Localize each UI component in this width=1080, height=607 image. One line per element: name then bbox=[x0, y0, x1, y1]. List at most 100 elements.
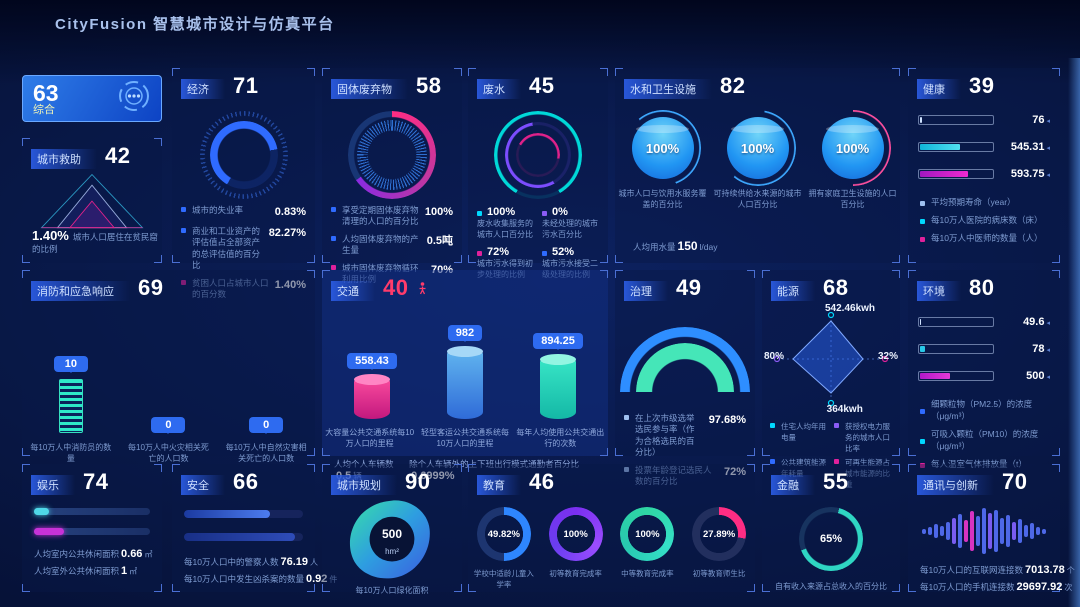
panel-title: 治理 bbox=[624, 281, 668, 301]
bullet-dot-icon bbox=[920, 408, 925, 414]
panel-title: 消防和应急响应 bbox=[31, 281, 130, 301]
stat-value: 1 bbox=[121, 565, 128, 577]
bar-value: 593.75 bbox=[1000, 168, 1050, 180]
metric-label: 未经处理的城市污水百分比 bbox=[542, 219, 598, 239]
metric-row: 享受定期固体废弃物清理的人口的百分比 100% bbox=[331, 205, 453, 228]
metric-row: 城市的失业率 0.83% bbox=[181, 205, 306, 220]
metric-row: 商业和工业资产的评估值占全部资产的总评估值的百分比 82.27% bbox=[181, 226, 306, 272]
panel-title: 环境 bbox=[917, 281, 961, 301]
composite-score: 63 bbox=[33, 79, 59, 106]
panel-economy: 经济 71 城市的失业率 0.83% 商业和工业资产的评估值占全部资产的总评估值的百… bbox=[172, 68, 315, 299]
radar-axis-value: 32% bbox=[877, 351, 898, 362]
donut-value: 100% bbox=[563, 528, 588, 540]
stat-unit: 个 bbox=[1066, 566, 1075, 575]
economy-donut-chart bbox=[199, 111, 288, 199]
panel-entertainment: 娱乐 74 人均室内公共休闲面积 0.66 ㎡ 人均室外公共休闲面积 1 ㎡ bbox=[22, 464, 162, 592]
radar-axis-value: 364kwh bbox=[826, 404, 863, 415]
stat-value: 29697.92 bbox=[1016, 581, 1063, 593]
stat-line: 人均室内公共休闲面积 0.66 ㎡ bbox=[34, 548, 152, 560]
panel-title: 城市规划 bbox=[331, 475, 397, 495]
legend-item: 细颗粒物（PM2.5）的浓度（μg/m³） bbox=[920, 398, 1048, 422]
bullet-dot-icon bbox=[181, 227, 186, 233]
bullet-dot-icon bbox=[181, 207, 186, 212]
bullet-dot-icon bbox=[331, 207, 336, 212]
bar-row: 593.75 bbox=[918, 168, 1050, 180]
bullet-dot-icon bbox=[770, 423, 775, 428]
donut-item: 49.82% 学校中适龄儿童入学率 bbox=[471, 507, 537, 590]
right-glow-edge bbox=[1068, 58, 1080, 607]
cylinder-item: 982 bbox=[446, 325, 483, 419]
value-tag: 982 bbox=[447, 325, 483, 342]
panel-environment: 环境 80 49.6 78 500 细颗粒物（PM2.5）的浓度（μg/m³） 可… bbox=[908, 270, 1060, 469]
panel-score: 82 bbox=[720, 73, 746, 98]
panel-title: 能源 bbox=[771, 281, 815, 301]
stat-label: 人均室内公共休闲面积 bbox=[34, 549, 120, 559]
bullet-dot-icon bbox=[834, 459, 839, 464]
value-tag: 558.43 bbox=[347, 353, 397, 370]
safety-bars-chart bbox=[172, 510, 315, 541]
blob-unit: hm² bbox=[385, 547, 399, 556]
metric-label: 享受定期固体废弃物清理的人口的百分比 bbox=[342, 205, 419, 227]
bullet-dot-icon bbox=[770, 459, 775, 464]
panel-score: 55 bbox=[823, 469, 849, 494]
donut-value: 49.82% bbox=[487, 528, 520, 540]
metric-label: 城市人口居住在贫民窟的比例 bbox=[32, 232, 158, 254]
composite-texts: 63 综合 bbox=[33, 79, 59, 116]
legend-item: 可吸入颗粒（PM10）的浓度（μg/m³） bbox=[920, 428, 1048, 452]
legend-item: 获授权电力服务的城市人口比率 bbox=[834, 421, 892, 454]
wastewater-rings-chart bbox=[494, 111, 582, 199]
fire-item: 0 bbox=[249, 417, 284, 434]
water-circles: 100% 城市人口与饮用水服务覆盖的百分比 100% 可持续供给水来源的城市人口… bbox=[615, 110, 900, 211]
donut-item: 27.89% 初等教育师生比 bbox=[686, 507, 752, 590]
legend-item: 每10万人医院的病床数（床） bbox=[920, 214, 1048, 226]
item-label: 每10万人中消防员的数量 bbox=[30, 443, 112, 463]
stat-label: 人均个人车辆数 bbox=[334, 459, 394, 469]
slum-population-metric: 1.40% 城市人口居住在贫民窟的比例 bbox=[32, 228, 162, 255]
solid-waste-gauge-chart bbox=[348, 111, 436, 199]
gauge-label: 可持续供给水来源的城市人口百分比 bbox=[713, 189, 802, 209]
energy-radar-chart: 542.46kwh 80% 32% 364kwh bbox=[762, 303, 900, 415]
panel-title: 安全 bbox=[181, 475, 225, 495]
bullet-dot-icon bbox=[477, 210, 482, 216]
metric-label: 废水收集服务的城市人口百分比 bbox=[477, 219, 533, 239]
metric-value: 1.40% bbox=[32, 228, 69, 243]
metric-value: 97.68% bbox=[708, 414, 746, 426]
metric-value: 100% bbox=[487, 206, 516, 218]
panel-score: 70 bbox=[1002, 469, 1028, 494]
gauge-value: 100% bbox=[835, 140, 870, 156]
panel-score: 49 bbox=[676, 275, 702, 300]
legend-item: 住宅人均年用电量 bbox=[770, 421, 828, 454]
metric-label: 城市的失业率 bbox=[192, 205, 244, 215]
cylinder-bar bbox=[540, 354, 577, 419]
metric-cell: 0% 未经处理的城市污水百分比 bbox=[542, 205, 599, 240]
panel-transport: 交通 40 558.43 982 894.25 大容量公共交通系统每10万人口的里… bbox=[322, 270, 608, 482]
legend-label: 每10万人中医师的数量（人） bbox=[931, 233, 1043, 243]
bullet-dot-icon bbox=[542, 250, 547, 256]
panel-finance: 金融 55 65% 自有收入来源占总收入的百分比 bbox=[762, 464, 900, 592]
metric-label: 人均固体废弃物的产生量 bbox=[342, 233, 419, 256]
panel-score: 58 bbox=[416, 73, 442, 98]
panel-score: 71 bbox=[233, 73, 259, 98]
donut-item: 100% 中等教育完成率 bbox=[614, 507, 680, 590]
panel-education: 教育 46 49.82% 学校中适龄儿童入学率 100% 初等教育完成率 100% 中等… bbox=[468, 464, 755, 592]
stat-unit: 次 bbox=[1064, 583, 1073, 592]
panel-title: 固体废弃物 bbox=[331, 79, 408, 99]
bullet-dot-icon bbox=[331, 264, 336, 270]
liquid-gauge-chart: 100% bbox=[814, 110, 891, 186]
composite-score-card: 63 综合 bbox=[22, 75, 162, 122]
metric-label: 商业和工业资产的评估值占全部资产的总评估值的百分比 bbox=[192, 225, 261, 271]
panel-title: 交通 bbox=[331, 281, 375, 301]
bar-track bbox=[34, 528, 150, 535]
triangle-chart bbox=[22, 171, 162, 238]
stat-line: 人均室外公共休闲面积 1 ㎡ bbox=[34, 565, 150, 577]
stat-unit: ㎡ bbox=[129, 567, 138, 576]
cylinder-item: 894.25 bbox=[533, 333, 583, 419]
legend-item: 每10万人中医师的数量（人） bbox=[920, 232, 1048, 244]
bar-row: 545.31 bbox=[918, 141, 1050, 153]
water-usage-footer: 人均用水量 150 l/day bbox=[633, 239, 718, 253]
panel-score: 69 bbox=[138, 275, 164, 300]
panel-score: 42 bbox=[105, 143, 131, 168]
bullet-dot-icon bbox=[920, 218, 925, 224]
panel-fire-emergency: 消防和应急响应 69 10 0 0 每10万人中消防员的数量 每10万人中火灾相关… bbox=[22, 270, 315, 463]
